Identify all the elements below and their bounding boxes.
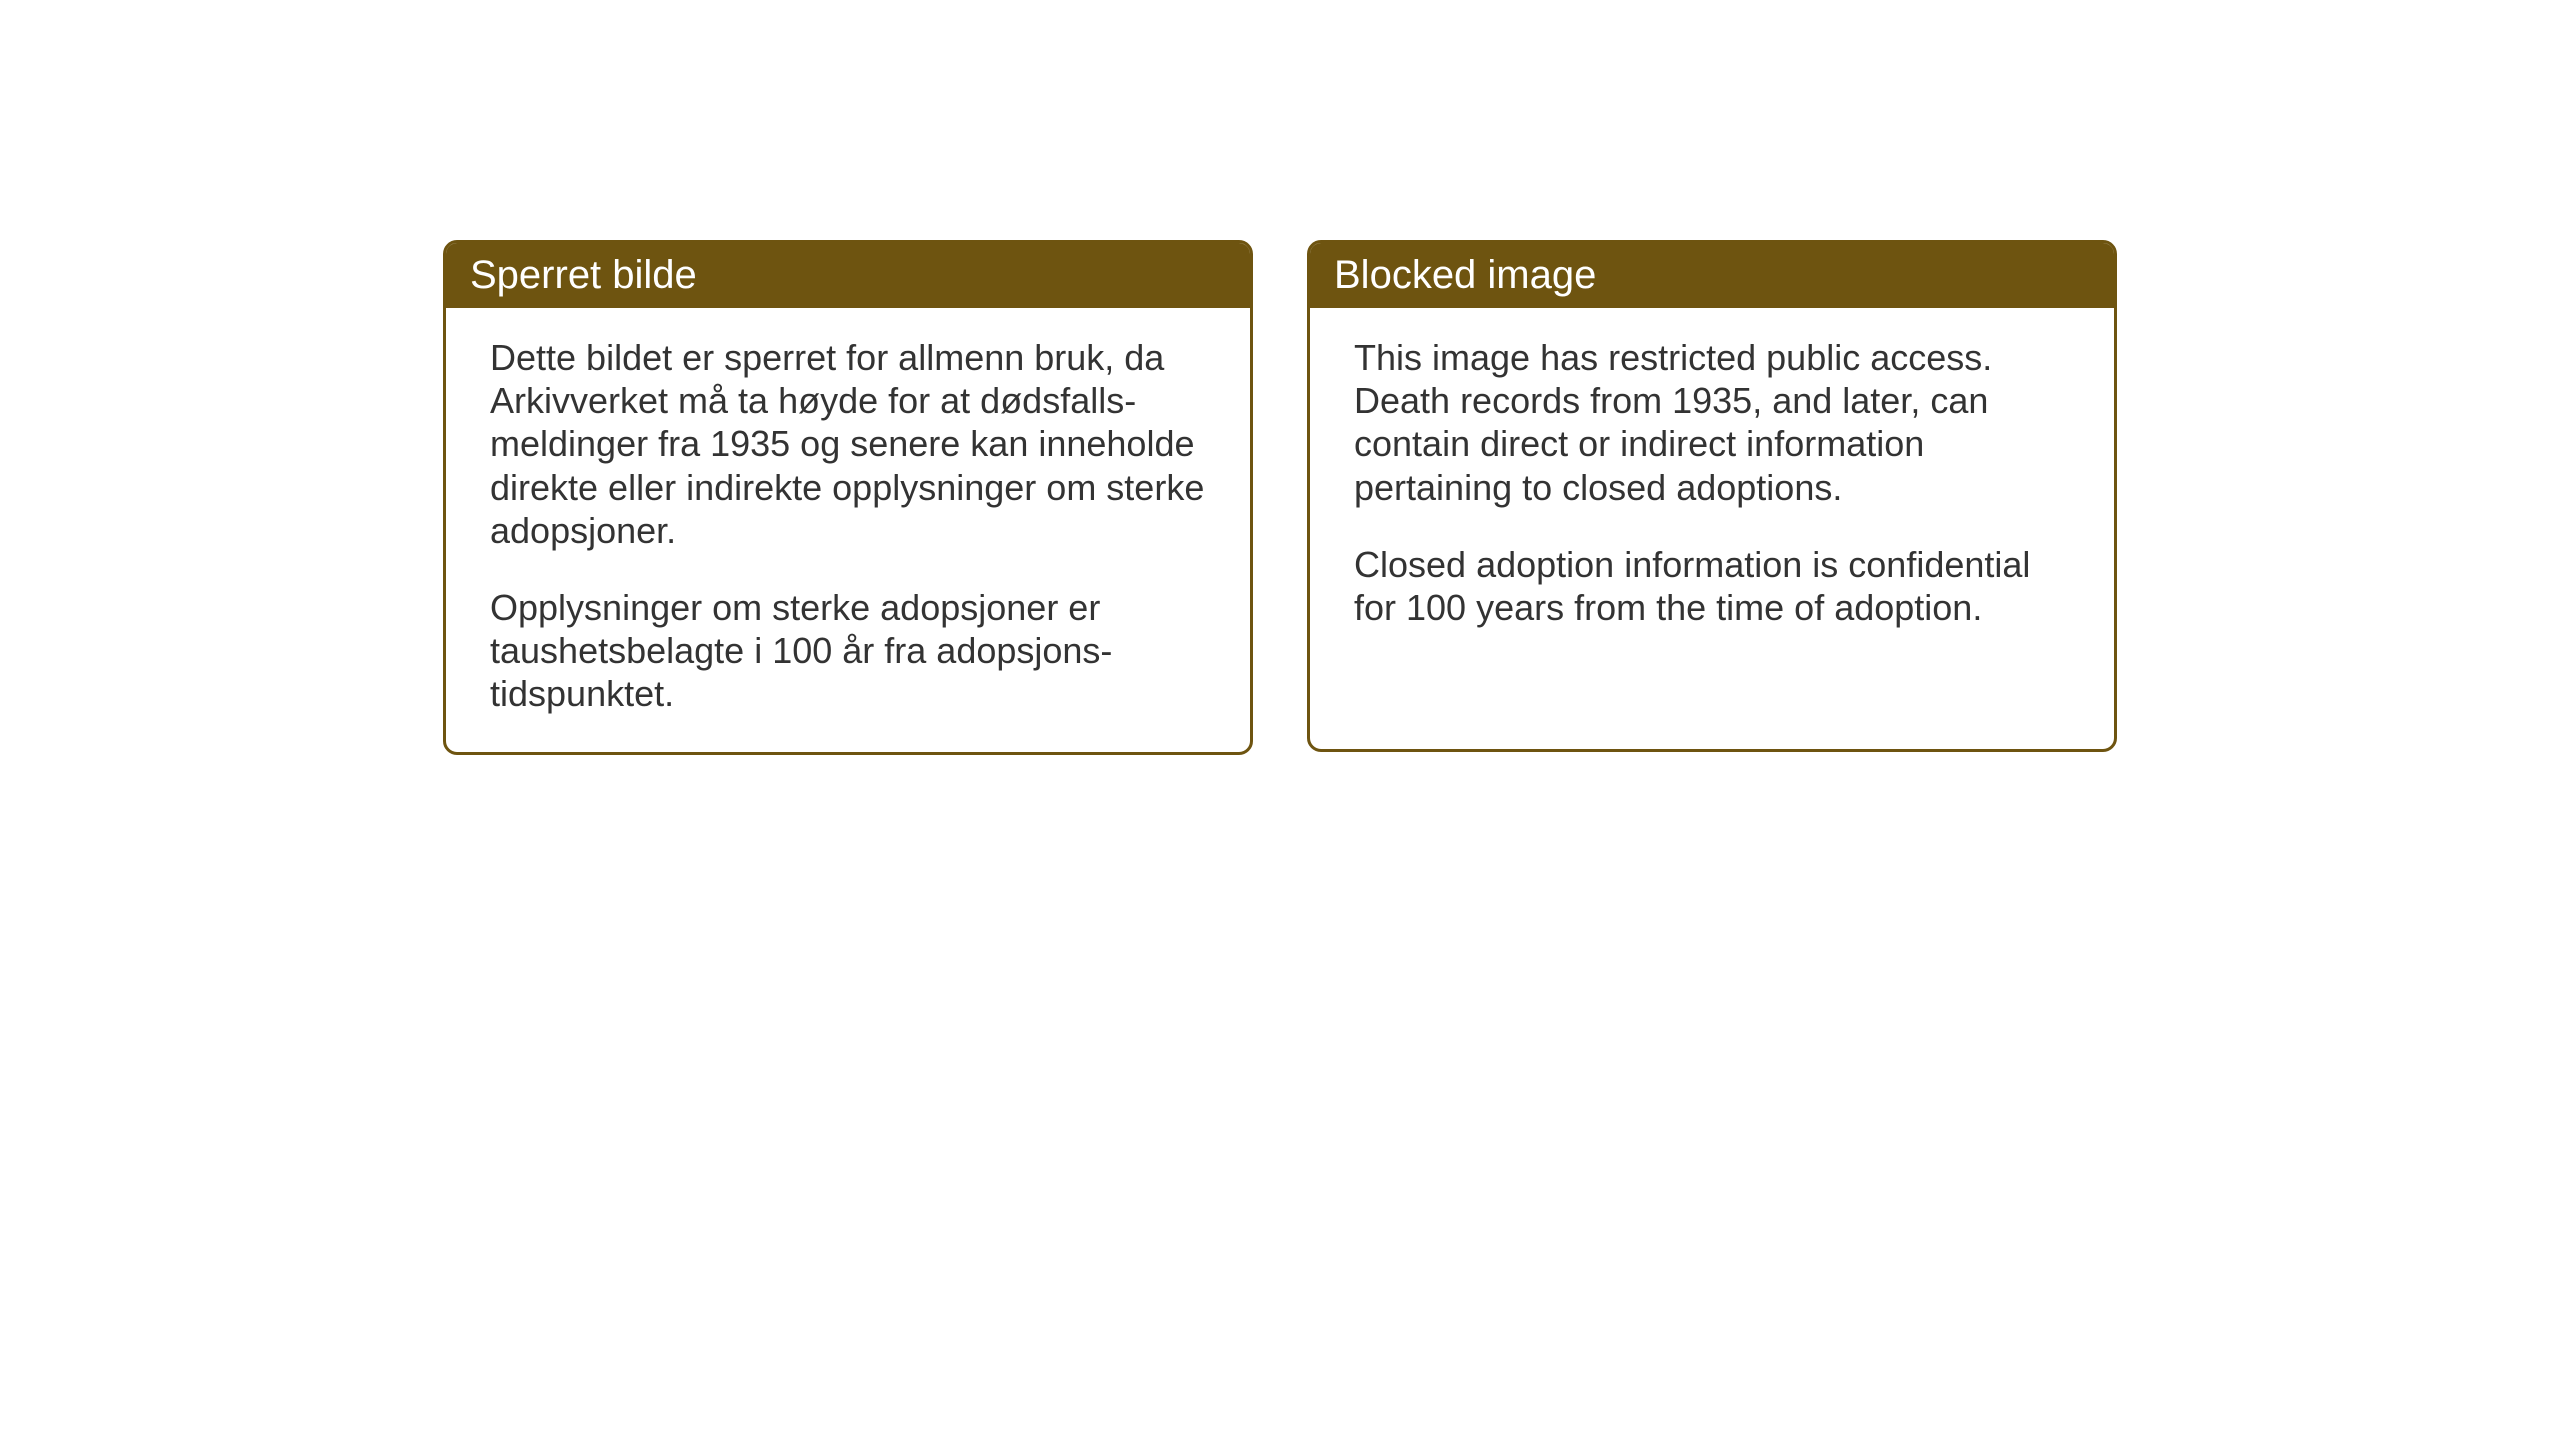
card-title-norwegian: Sperret bilde	[470, 253, 697, 297]
card-paragraph-2-english: Closed adoption information is confident…	[1354, 543, 2070, 629]
card-paragraph-1-norwegian: Dette bildet er sperret for allmenn bruk…	[490, 336, 1206, 552]
card-body-english: This image has restricted public access.…	[1310, 308, 2114, 665]
card-header-norwegian: Sperret bilde	[446, 243, 1250, 308]
notice-card-norwegian: Sperret bilde Dette bildet er sperret fo…	[443, 240, 1253, 755]
notice-card-english: Blocked image This image has restricted …	[1307, 240, 2117, 752]
card-header-english: Blocked image	[1310, 243, 2114, 308]
card-body-norwegian: Dette bildet er sperret for allmenn bruk…	[446, 308, 1250, 752]
notice-container: Sperret bilde Dette bildet er sperret fo…	[443, 240, 2117, 755]
card-title-english: Blocked image	[1334, 253, 1596, 297]
card-paragraph-2-norwegian: Opplysninger om sterke adopsjoner er tau…	[490, 586, 1206, 716]
card-paragraph-1-english: This image has restricted public access.…	[1354, 336, 2070, 509]
